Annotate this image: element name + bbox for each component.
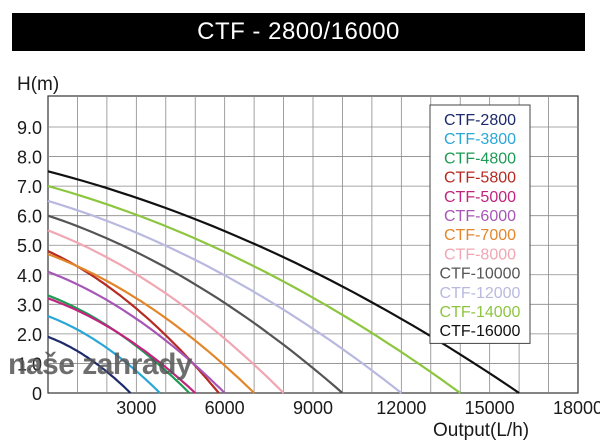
legend-item: CTF-14000	[440, 304, 521, 321]
legend-item: CTF-5000	[444, 189, 516, 206]
x-axis-label: Output(L/h)	[433, 420, 529, 441]
x-tick-label: 6000	[205, 398, 245, 418]
y-tick-label: 7.0	[17, 177, 42, 197]
legend-item: CTF-7000	[444, 227, 516, 244]
legend-item: CTF-4800	[444, 150, 516, 167]
legend-item: CTF-10000	[440, 266, 521, 283]
y-tick-label: 1.0	[17, 354, 42, 374]
y-tick-label: 4.0	[17, 266, 42, 286]
y-tick-label: 3.0	[17, 295, 42, 315]
y-tick-label: 8.0	[17, 148, 42, 168]
series-line-ctf-5000	[47, 297, 196, 394]
y-tick-label: 2.0	[17, 325, 42, 345]
series-line-ctf-6000	[47, 270, 226, 394]
series-line-ctf-3800	[47, 315, 161, 394]
x-tick-label: 12000	[376, 398, 426, 418]
y-axis-label: H(m)	[17, 74, 59, 95]
legend-item: CTF-5800	[444, 170, 516, 187]
x-tick-label: 15000	[465, 398, 515, 418]
series-line-ctf-7000	[47, 253, 255, 394]
axis-ticks: 0 1.0 2.0 3.0 4.0 5.0 6.0 7.0 8.0 9.0 3000 6000 9000…	[17, 118, 600, 418]
legend: CTF-2800 CTF-3800 CTF-4800 CTF-5800 CTF-5000…	[429, 104, 531, 344]
y-tick-label: 0	[32, 384, 42, 404]
x-tick-label: 3000	[116, 398, 156, 418]
x-tick-label: 18000	[553, 398, 600, 418]
legend-item: CTF-6000	[444, 208, 516, 225]
chart-title: CTF - 2800/16000	[12, 13, 585, 51]
legend-item: CTF-2800	[444, 112, 516, 129]
legend-item: CTF-12000	[440, 285, 521, 302]
x-tick-label: 9000	[293, 398, 333, 418]
legend-item: CTF-3800	[444, 131, 516, 148]
series-line-ctf-2800	[47, 335, 132, 394]
y-tick-label: 6.0	[17, 207, 42, 227]
watermark: naše zahrady	[8, 348, 193, 381]
series-line-ctf-8000	[47, 229, 285, 394]
series-line-ctf-10000	[47, 214, 344, 394]
legend-box	[429, 104, 531, 344]
legend-item: CTF-16000	[440, 323, 521, 340]
legend-item: CTF-8000	[444, 246, 516, 263]
y-tick-label: 5.0	[17, 236, 42, 256]
y-tick-label: 9.0	[17, 118, 42, 138]
series-line-ctf-14000	[47, 185, 461, 394]
series-line-ctf-12000	[47, 199, 402, 394]
